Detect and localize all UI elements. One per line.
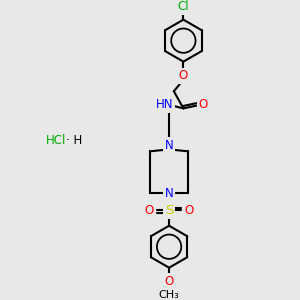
Text: O: O <box>164 274 174 288</box>
Text: CH₃: CH₃ <box>159 290 179 300</box>
Text: · H: · H <box>66 134 82 147</box>
Text: O: O <box>144 204 154 217</box>
Text: O: O <box>179 70 188 83</box>
Text: Cl: Cl <box>178 0 189 13</box>
Text: S: S <box>165 204 173 217</box>
Text: O: O <box>184 204 194 217</box>
Text: O: O <box>199 98 208 111</box>
Text: N: N <box>165 139 173 152</box>
Text: HN: HN <box>156 98 173 111</box>
Text: N: N <box>165 187 173 200</box>
Text: HCl: HCl <box>46 134 67 147</box>
